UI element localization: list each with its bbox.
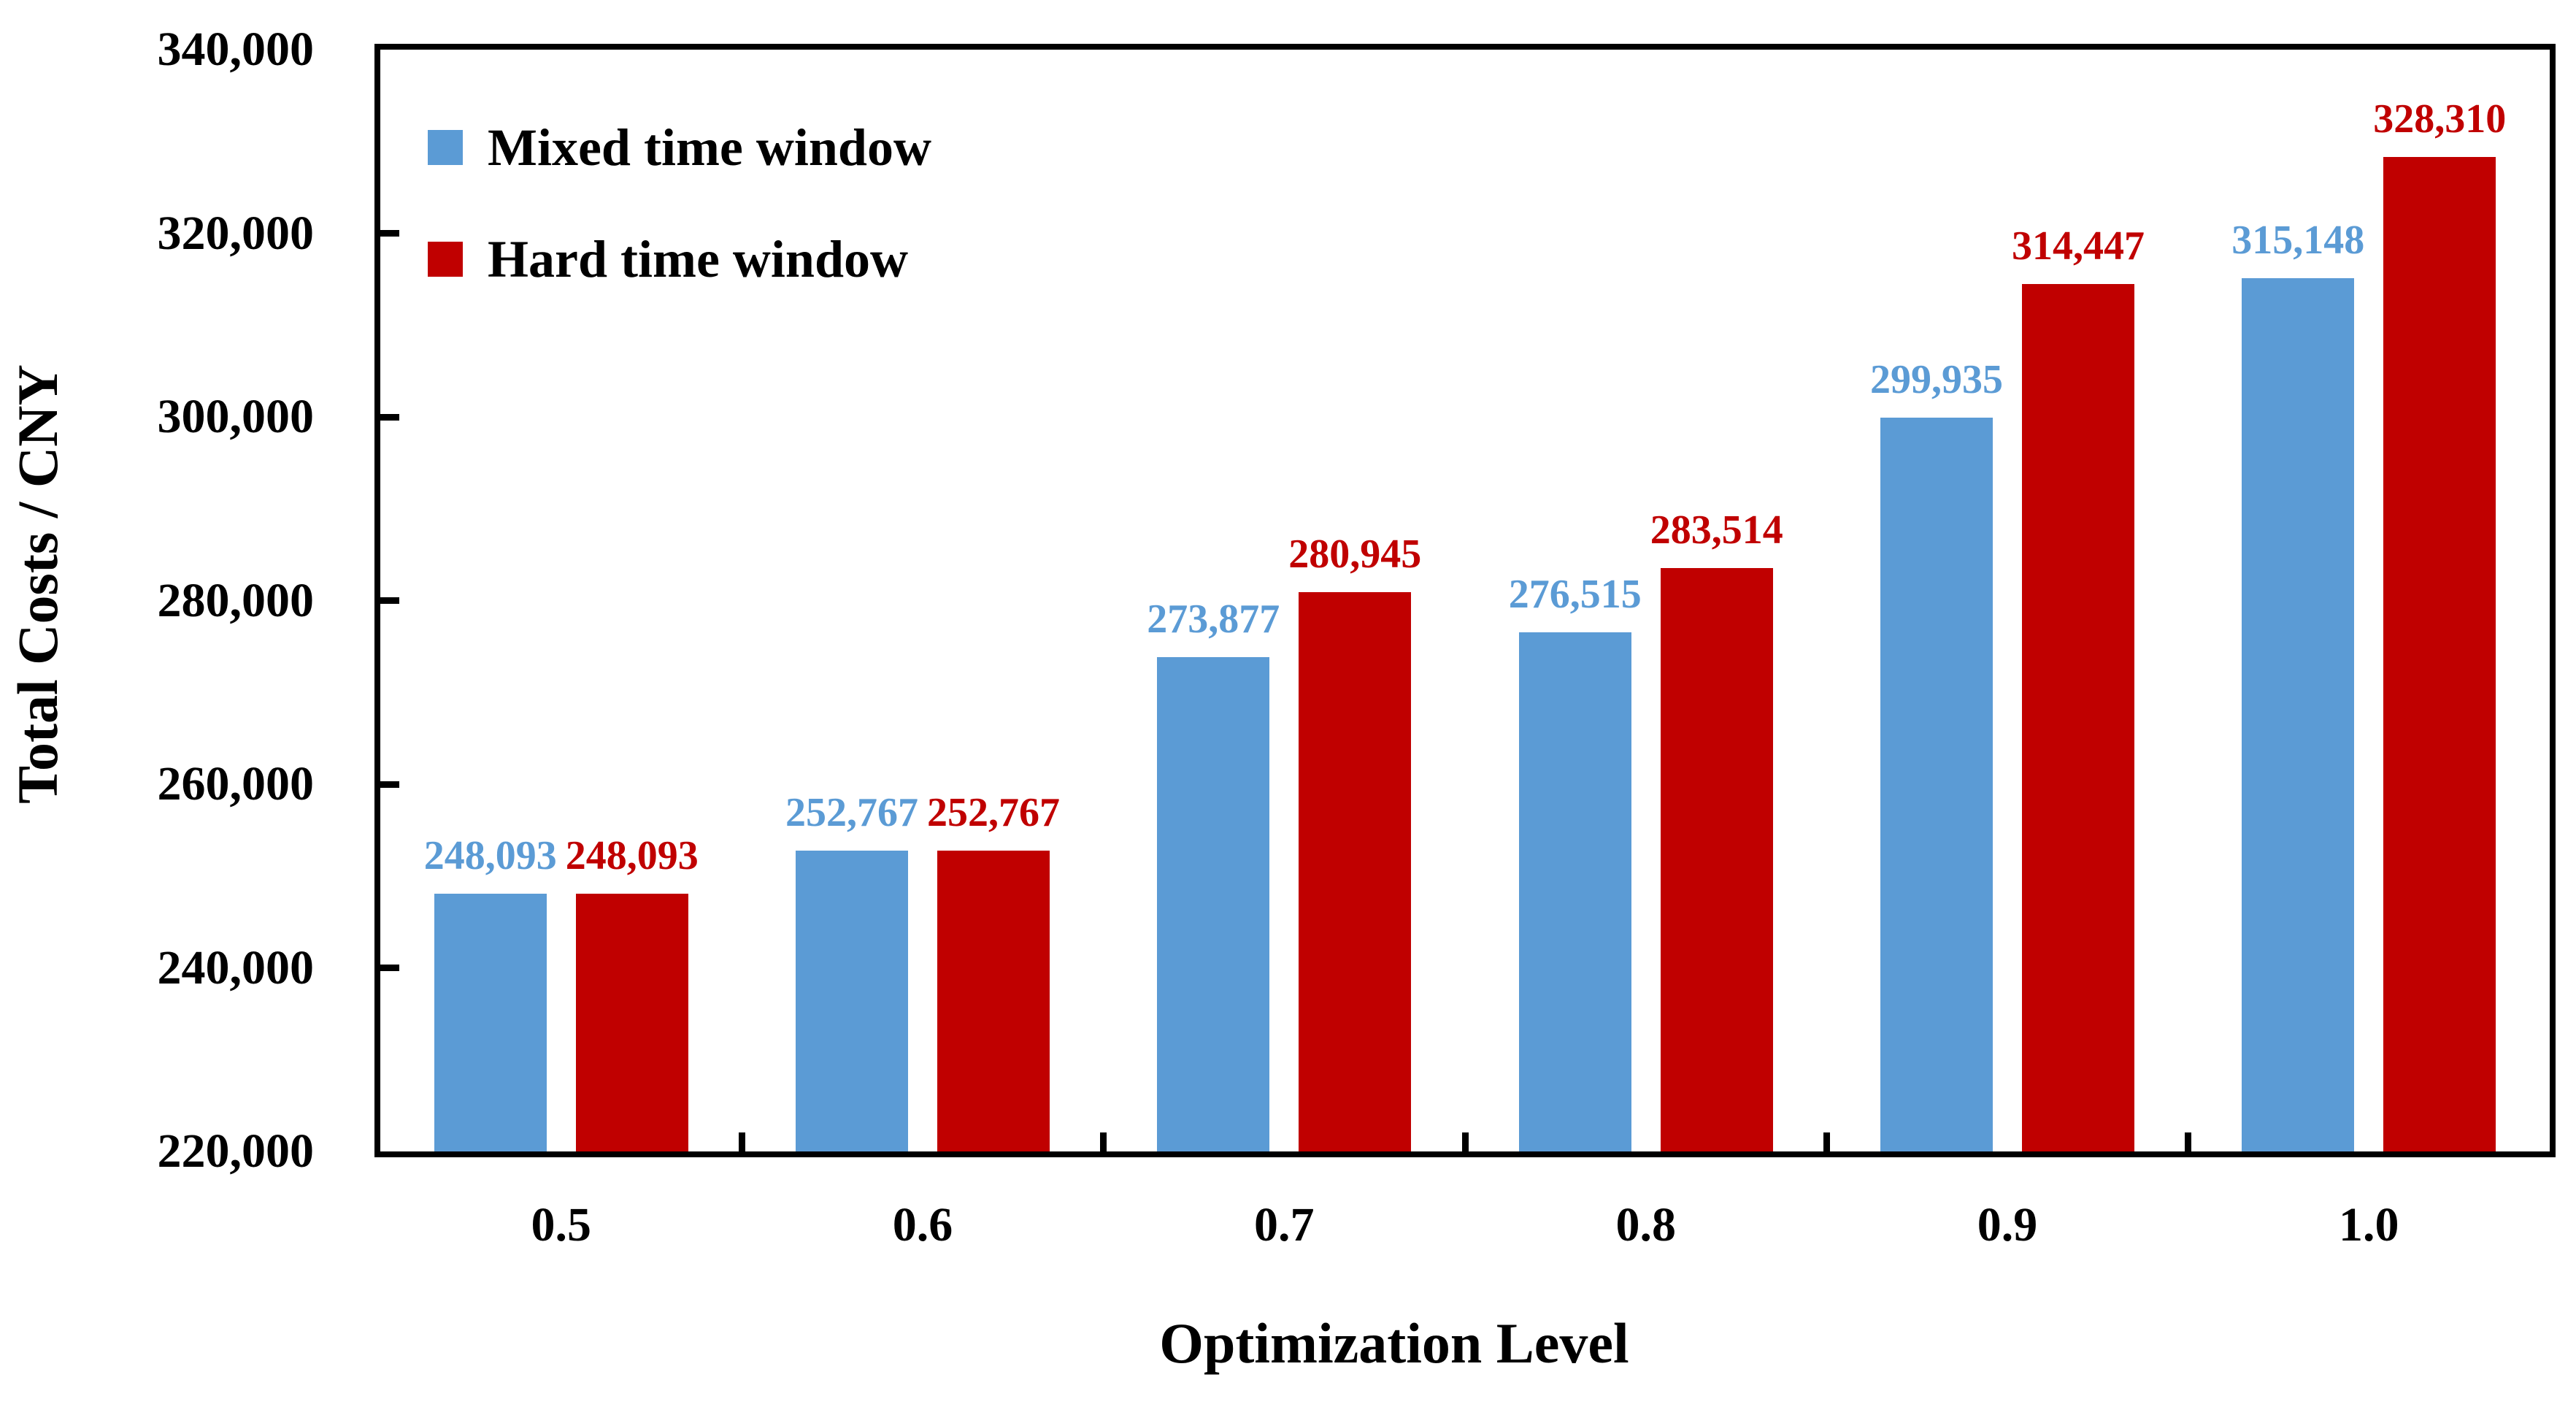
- y-tick-mark-300,000: [380, 413, 399, 421]
- bar-mixed-0.8: [1518, 632, 1631, 1151]
- y-tick-label-340,000: 340,000: [157, 23, 315, 76]
- bar-value-label-mixed-1.0: 315,148: [2231, 217, 2365, 263]
- y-tick-mark-320,000: [380, 230, 399, 237]
- bar-value-label-hard-1.0: 328,310: [2373, 96, 2507, 142]
- legend-swatch-hard: [428, 242, 463, 277]
- bar-mixed-0.7: [1157, 656, 1270, 1151]
- y-tick-label-220,000: 220,000: [157, 1124, 315, 1178]
- bar-mixed-0.9: [1880, 417, 1993, 1151]
- x-tick-label-0.8: 0.8: [1615, 1198, 1676, 1251]
- y-tick-label-260,000: 260,000: [157, 757, 315, 810]
- x-tick-label-0.6: 0.6: [892, 1198, 953, 1251]
- bar-value-label-mixed-0.6: 252,767: [785, 790, 918, 835]
- legend-label-hard: Hard time window: [488, 230, 908, 288]
- bar-value-label-hard-0.6: 252,767: [927, 790, 1060, 835]
- bar-mixed-0.6: [796, 851, 908, 1151]
- bar-value-label-mixed-0.9: 299,935: [1870, 356, 2003, 402]
- x-tick-label-0.7: 0.7: [1254, 1198, 1315, 1251]
- y-tick-mark-240,000: [380, 965, 399, 971]
- x-tick-mark-5: [2185, 1132, 2192, 1151]
- bar-value-label-hard-0.7: 280,945: [1288, 531, 1422, 577]
- legend-swatch-mixed: [428, 130, 463, 165]
- bar-hard-1.0: [2383, 157, 2496, 1151]
- bar-value-label-mixed-0.8: 276,515: [1508, 572, 1642, 618]
- bar-hard-0.9: [2022, 284, 2134, 1151]
- x-tick-label-0.9: 0.9: [1977, 1198, 2038, 1251]
- x-tick-mark-4: [1823, 1132, 1830, 1151]
- x-tick-label-1.0: 1.0: [2339, 1198, 2399, 1251]
- bar-value-label-hard-0.5: 248,093: [565, 832, 699, 878]
- bar-value-label-hard-0.8: 283,514: [1650, 507, 1783, 553]
- bar-mixed-1.0: [2242, 277, 2355, 1151]
- plot-area: 248,093 248,093 252,767 252,767 273,877 280,9…: [374, 44, 2556, 1157]
- x-tick-label-0.5: 0.5: [531, 1198, 591, 1251]
- x-tick-mark-3: [1461, 1132, 1469, 1151]
- bar-hard-0.6: [937, 851, 1050, 1151]
- bar-mixed-0.5: [434, 893, 547, 1151]
- x-tick-mark-1: [738, 1132, 745, 1151]
- legend-item-mixed-time-window: Mixed time window: [428, 118, 931, 177]
- bar-hard-0.7: [1299, 591, 1412, 1151]
- y-tick-label-240,000: 240,000: [157, 940, 315, 994]
- x-tick-mark-2: [1100, 1132, 1107, 1151]
- y-tick-mark-280,000: [380, 597, 399, 604]
- y-tick-mark-260,000: [380, 781, 399, 788]
- legend-label-mixed: Mixed time window: [488, 118, 931, 177]
- bar-hard-0.8: [1660, 568, 1773, 1151]
- y-tick-label-280,000: 280,000: [157, 573, 315, 627]
- bar-hard-0.5: [575, 893, 688, 1151]
- y-tick-label-300,000: 300,000: [157, 390, 315, 443]
- bar-value-label-hard-0.9: 314,447: [2012, 223, 2145, 269]
- x-axis-title: Optimization Level: [1159, 1311, 1629, 1375]
- bar-value-label-mixed-0.5: 248,093: [423, 832, 557, 878]
- y-tick-label-320,000: 320,000: [157, 206, 315, 260]
- legend-item-hard-time-window: Hard time window: [428, 230, 908, 288]
- bar-value-label-mixed-0.7: 273,877: [1147, 596, 1280, 642]
- y-axis-title: Total Costs / CNY: [6, 364, 69, 804]
